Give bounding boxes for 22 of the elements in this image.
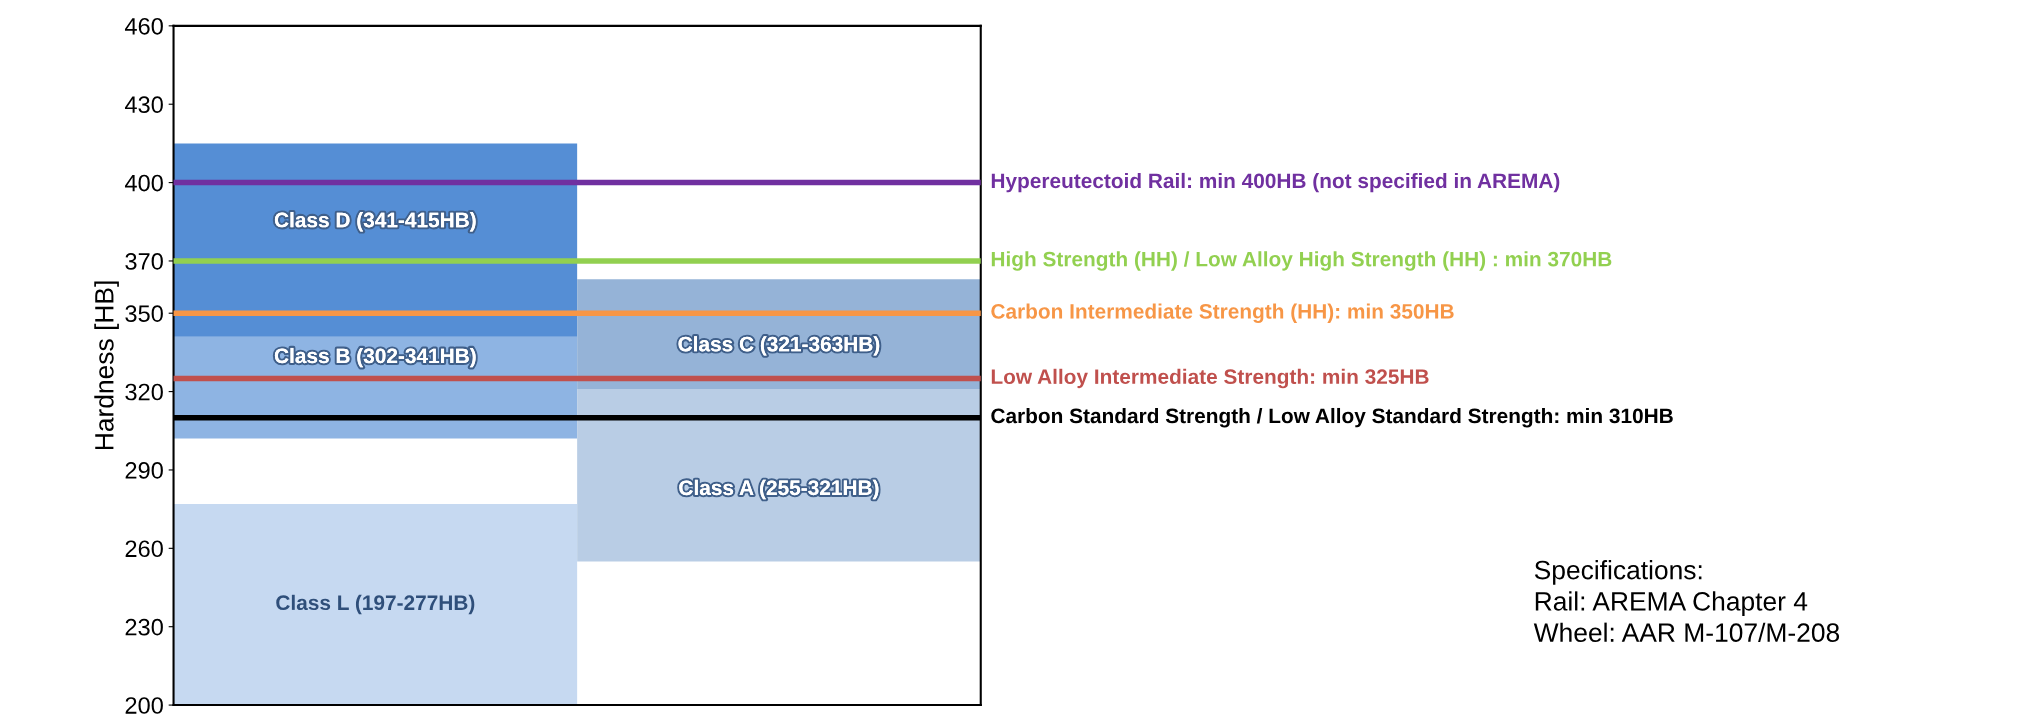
y-tick-label: 370	[125, 253, 163, 270]
y-tick-label: 290	[125, 462, 163, 479]
y-tick-label: 460	[124, 17, 163, 35]
data-label: Class B (302-341HB)	[274, 347, 476, 368]
data-label: Class D (341-415HB)	[274, 212, 476, 232]
data-label: Class C (321-363HB)	[678, 336, 880, 356]
ref-line-label: Low Alloy Intermediate Strength: min 325HB	[991, 368, 1429, 389]
y-tick-label: 230	[125, 618, 163, 636]
text: Specifications: Rail: AREMA Chapter 4 Wheel: AAR M-107/M-208	[1533, 560, 1840, 643]
y-tick-label: 320	[125, 383, 163, 401]
ref-line-label: Carbon Standard Strength / Low Alloy Standard Strength: min 310HB	[991, 407, 1673, 428]
y-tick-label: 260	[125, 540, 163, 558]
data-label: Class A (255-321HB)	[679, 479, 879, 500]
y-tick-label: 200	[125, 697, 163, 714]
ref-line-label: Carbon Intermediate Strength (HH): min 350HB	[991, 303, 1454, 323]
y-axis-title: Hardness [HB]	[94, 281, 119, 450]
y-tick-label: 350	[125, 305, 163, 322]
y-tick-label: 400	[124, 174, 163, 192]
data-label: Class L (197-277HB)	[276, 594, 475, 615]
y-tick-label: 430	[124, 96, 163, 114]
ref-line-label: Hypereutectoid Rail: min 400HB (not specified in AREMA)	[991, 172, 1560, 193]
ref-line-label: High Strength (HH) / Low Alloy High Strength (HH) : min 370HB	[991, 251, 1612, 271]
